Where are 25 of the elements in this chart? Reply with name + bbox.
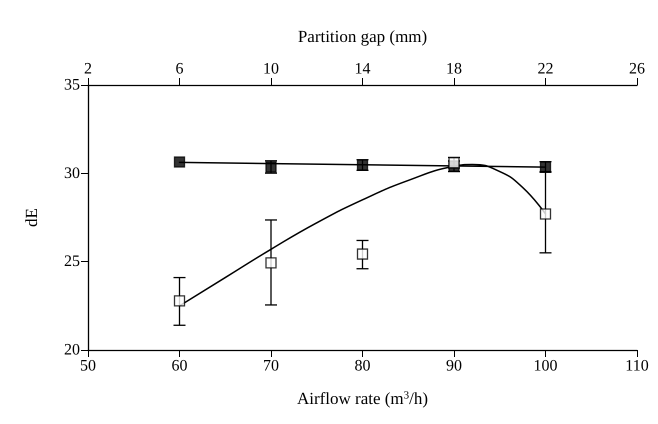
x2-tick-label: 6: [176, 60, 184, 78]
x2-axis-title: Partition gap (mm): [298, 27, 428, 46]
x-tick-label: 110: [625, 358, 649, 374]
y-tick-label: 35: [64, 76, 80, 94]
x-tick-label: 60: [172, 358, 188, 374]
point: [174, 295, 186, 307]
point: [265, 257, 277, 269]
x-tick-label: 80: [354, 358, 370, 374]
x2-tick-label: 10: [263, 60, 279, 78]
x2-tick-label: 26: [629, 60, 645, 78]
x2-tick-label: 14: [354, 60, 370, 78]
x-tick-label: 70: [263, 358, 279, 374]
y-tick-label: 30: [64, 164, 80, 182]
point: [174, 156, 186, 168]
y-axis-title: dE: [22, 208, 41, 227]
point: [540, 208, 552, 220]
x-tick-label: 50: [80, 358, 96, 374]
point: [356, 248, 368, 260]
y-tick-label: 25: [64, 253, 80, 270]
x-tick-label: 100: [534, 358, 558, 374]
x2-tick-label: 22: [538, 60, 554, 78]
x-tick-label: 90: [446, 358, 462, 374]
x2-tick-label: 18: [446, 60, 462, 78]
y-tick-label: 20: [64, 342, 80, 358]
x2-tick-label: 2: [84, 60, 92, 78]
